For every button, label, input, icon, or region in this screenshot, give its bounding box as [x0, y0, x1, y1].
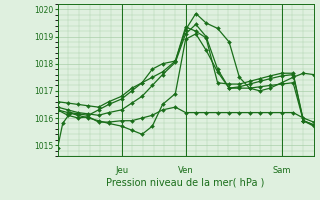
- X-axis label: Pression niveau de la mer( hPa ): Pression niveau de la mer( hPa ): [107, 178, 265, 188]
